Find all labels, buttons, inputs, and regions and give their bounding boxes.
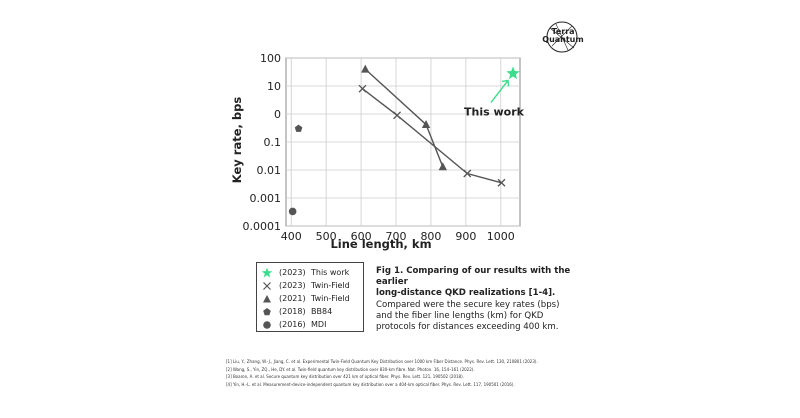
legend-item-twin-field-2021: (2021) Twin-Field [257, 292, 363, 305]
legend-name: Twin-Field [311, 281, 350, 290]
series-star [506, 66, 520, 80]
legend-item-bb84: (2018) BB84 [257, 305, 363, 318]
data-point-x [497, 178, 506, 187]
y-tick-label: 0 [274, 108, 281, 121]
data-point-x [463, 169, 472, 178]
pentagon-icon [257, 307, 277, 317]
legend-name: This work [311, 268, 350, 277]
legend-name: BB84 [311, 307, 333, 316]
x-tick-label: 1000 [487, 230, 515, 243]
x-tick-label: 800 [420, 230, 441, 243]
annotation-arrow [490, 80, 509, 103]
caption-title-line: Fig 1. Comparing of our results with the… [376, 266, 571, 288]
data-point-x [393, 111, 402, 120]
series-layer [288, 64, 520, 216]
caption-body-line: and the fiber line lengths (km) for QKD [376, 310, 544, 321]
legend-year: (2023) [279, 281, 306, 290]
logo-text-line2: Quantum [542, 35, 583, 44]
caption-title-line: long-distance QKD realizations [1-4]. [376, 288, 556, 299]
series-pentagon [294, 124, 303, 132]
y-tick-label: 100 [260, 52, 281, 65]
legend: (2023) This work (2023) Twin-Field (2021… [256, 262, 364, 332]
legend-item-this-work: (2023) This work [257, 266, 363, 279]
caption-body-line: Compared were the secure key rates (bps) [376, 299, 560, 310]
data-point-x [358, 84, 367, 93]
terra-quantum-logo: Terra Quantum [542, 21, 584, 53]
data-point-star [506, 66, 520, 80]
legend-name: MDI [311, 320, 327, 329]
y-tick-label: 0.0001 [243, 220, 282, 233]
triangle-icon [257, 294, 277, 304]
x-tick-label: 400 [281, 230, 302, 243]
annotations: This work [464, 79, 525, 118]
data-point-triangle [361, 64, 370, 73]
data-point-triangle [421, 120, 431, 129]
reference-item: [3] Boaron, A. et al. Secure quantum key… [226, 374, 464, 380]
caption-body-line: protocols for distances exceeding 400 km… [376, 322, 559, 333]
legend-year: (2018) [279, 307, 306, 316]
tick-labels: 400 500 600 700 800 900 10001001000.10.010.001… [243, 52, 515, 243]
data-point-circle [288, 207, 297, 216]
reference-item: [4] Yin, H.-L. et al. Measurement-device… [226, 381, 515, 387]
legend-item-twin-field-2023: (2023) Twin-Field [257, 279, 363, 292]
legend-year: (2016) [279, 320, 306, 329]
logo-text-line1: Terra [551, 27, 574, 36]
figure-caption: Fig 1. Comparing of our results with the… [376, 266, 581, 333]
x-tick-label: 500 [316, 230, 337, 243]
x-tick-label: 900 [455, 230, 476, 243]
legend-year: (2023) [279, 268, 306, 277]
references: [1] Liu, Y., Zhang, W.-J., Jiang, C. et … [226, 358, 786, 388]
y-tick-label: 10 [267, 80, 281, 93]
cross-icon [257, 281, 277, 291]
x-tick-label: 700 [386, 230, 407, 243]
series-circle [288, 207, 297, 216]
series-line [362, 88, 502, 184]
y-axis-label: Key rate, bps [230, 97, 244, 184]
reference-item: [2] Wang, S., Yin, ZQ., He, DY. et al. T… [226, 366, 475, 372]
series-triangle [361, 64, 448, 171]
reference-item: [1] Liu, Y., Zhang, W.-J., Jiang, C. et … [226, 359, 538, 364]
grid [286, 57, 520, 227]
legend-year: (2021) [279, 294, 306, 303]
y-tick-label: 0.1 [264, 136, 282, 149]
y-tick-label: 0.01 [257, 164, 282, 177]
circle-icon [257, 320, 277, 330]
legend-item-mdi: (2016) MDI [257, 318, 363, 331]
series-x [358, 84, 506, 187]
x-axis-label: Line length, km [330, 237, 431, 251]
legend-name: Twin-Field [311, 294, 350, 303]
annotation-this-work: This work [464, 105, 525, 118]
data-point-triangle [438, 162, 448, 171]
star-icon [257, 267, 277, 279]
y-tick-label: 0.001 [250, 192, 282, 205]
data-point-pentagon [294, 124, 303, 132]
annotation-arrowhead [501, 79, 510, 87]
x-tick-label: 600 [351, 230, 372, 243]
